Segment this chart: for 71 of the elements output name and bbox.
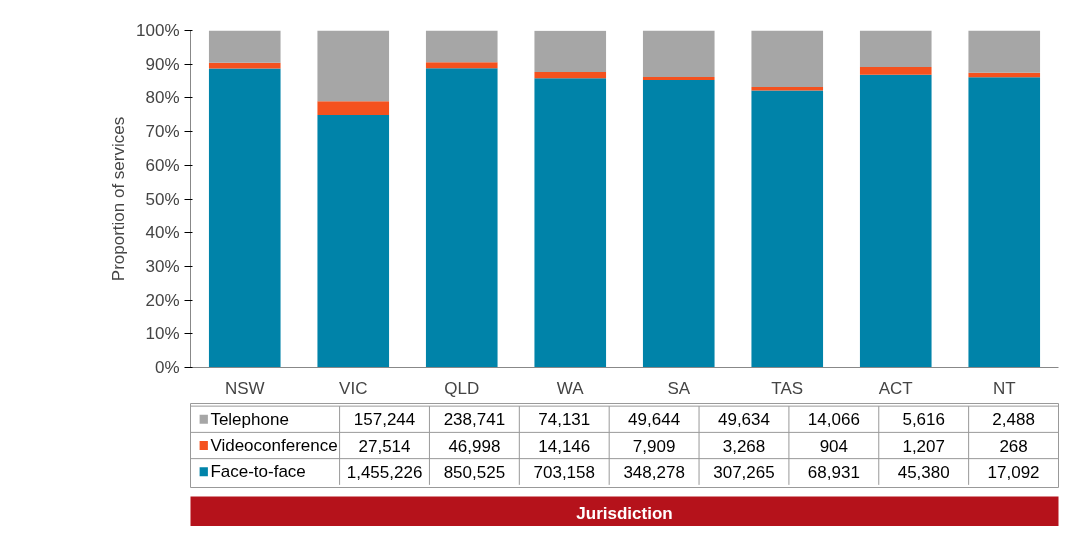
bar bbox=[208, 68, 281, 368]
bar bbox=[968, 77, 1041, 368]
bar bbox=[208, 62, 281, 69]
y-tick-label: 40% bbox=[145, 223, 180, 243]
y-tick-label: 50% bbox=[145, 189, 180, 209]
text: 68,931 bbox=[807, 462, 860, 482]
bar bbox=[751, 90, 824, 368]
text: 850,525 bbox=[443, 462, 506, 482]
bar bbox=[208, 30, 281, 63]
bar bbox=[534, 71, 607, 79]
text: Jurisdiction bbox=[576, 503, 673, 523]
bar bbox=[317, 30, 390, 102]
text: 49,634 bbox=[717, 410, 770, 430]
bar bbox=[859, 66, 932, 75]
bar bbox=[751, 30, 824, 88]
text: 1,207 bbox=[902, 436, 945, 456]
bar bbox=[859, 30, 932, 67]
x-tick-label: ACT bbox=[878, 378, 913, 398]
y-tick-label: 60% bbox=[145, 155, 180, 175]
bar bbox=[425, 62, 498, 69]
text: 3,268 bbox=[722, 436, 766, 456]
text: 904 bbox=[819, 436, 849, 456]
text: 46,998 bbox=[448, 436, 501, 456]
bar bbox=[317, 115, 390, 368]
text: 1,455,226 bbox=[346, 462, 423, 482]
y-tick-label: 20% bbox=[145, 290, 180, 310]
text: 307,265 bbox=[713, 462, 775, 482]
text: 74,131 bbox=[538, 410, 591, 430]
y-tick-label: 100% bbox=[136, 21, 180, 40]
y-tick-label: 30% bbox=[145, 256, 180, 276]
text: 2,488 bbox=[992, 410, 1035, 430]
bar bbox=[642, 80, 715, 368]
text: 238,741 bbox=[443, 410, 506, 430]
text: 14,066 bbox=[807, 410, 860, 430]
bar bbox=[642, 77, 715, 81]
text: 348,278 bbox=[623, 462, 685, 482]
x-tick-label: TAS bbox=[771, 378, 804, 398]
x-tick-label: VIC bbox=[339, 378, 368, 398]
text: 27,514 bbox=[358, 436, 411, 456]
text: 5,616 bbox=[902, 410, 945, 430]
bar bbox=[534, 78, 607, 368]
bar bbox=[751, 87, 824, 91]
text: 703,158 bbox=[533, 462, 595, 482]
bar bbox=[968, 30, 1041, 73]
legend-label: Videoconference bbox=[210, 436, 338, 455]
x-tick-label: QLD bbox=[444, 378, 480, 398]
text: 17,092 bbox=[987, 462, 1040, 482]
y-tick-label: 10% bbox=[145, 324, 180, 344]
text: 7,909 bbox=[632, 436, 676, 456]
bar bbox=[317, 101, 390, 116]
legend-label: Telephone bbox=[210, 409, 289, 429]
bar bbox=[534, 30, 607, 72]
y-tick-label: 70% bbox=[145, 122, 180, 142]
text: 157,244 bbox=[353, 410, 416, 430]
text: 14,146 bbox=[538, 436, 591, 456]
x-tick-label: SA bbox=[667, 378, 691, 398]
bar bbox=[425, 30, 498, 63]
text: 49,644 bbox=[628, 410, 681, 430]
x-tick-label: NSW bbox=[224, 378, 265, 398]
bar bbox=[425, 68, 498, 368]
text: 45,380 bbox=[897, 462, 950, 482]
x-tick-label: NT bbox=[992, 378, 1016, 398]
y-tick-label: 90% bbox=[145, 54, 180, 74]
y-tick-label: 0% bbox=[154, 358, 180, 377]
bar bbox=[859, 74, 932, 368]
bar bbox=[642, 30, 715, 78]
y-tick-label: 80% bbox=[145, 88, 180, 108]
legend-label: Face-to-face bbox=[210, 462, 306, 482]
y-axis-title: Proportion of services bbox=[109, 116, 129, 282]
text: 268 bbox=[999, 436, 1028, 456]
x-tick-label: WA bbox=[556, 378, 585, 398]
